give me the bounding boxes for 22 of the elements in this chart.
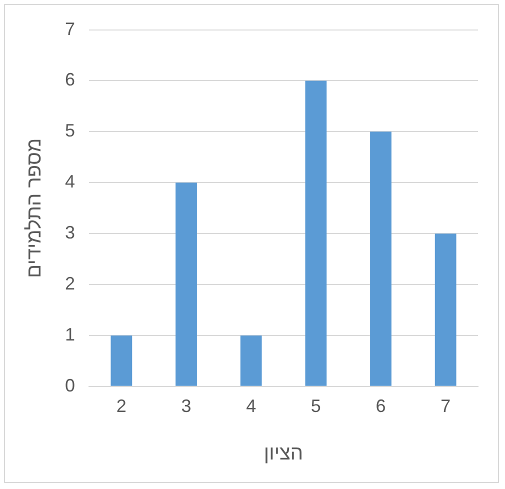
y-tick-label: 6 bbox=[64, 70, 76, 90]
x-tick-label: 4 bbox=[246, 396, 256, 416]
bar bbox=[110, 335, 132, 386]
y-tick-label: 1 bbox=[64, 324, 76, 344]
bar bbox=[305, 80, 327, 386]
x-tick-label: 6 bbox=[376, 396, 386, 416]
y-tick-label: 4 bbox=[64, 172, 76, 192]
y-tick-label: 2 bbox=[64, 273, 76, 294]
x-tick-label: 2 bbox=[116, 396, 126, 416]
y-tick-label: 3 bbox=[64, 222, 76, 243]
bar bbox=[240, 335, 262, 386]
bar bbox=[370, 132, 392, 386]
x-axis-title: הציון bbox=[264, 442, 304, 465]
y-tick-label: 7 bbox=[64, 18, 76, 39]
y-tick-label: 0 bbox=[64, 375, 76, 396]
y-tick-label: 5 bbox=[64, 120, 76, 141]
x-tick-label: 7 bbox=[440, 396, 451, 416]
x-tick-label: 5 bbox=[310, 396, 321, 416]
x-tick-label: 3 bbox=[181, 396, 192, 416]
bar bbox=[176, 182, 197, 386]
bar bbox=[434, 234, 456, 386]
y-axis-title: מספר התלמידים bbox=[24, 138, 46, 278]
